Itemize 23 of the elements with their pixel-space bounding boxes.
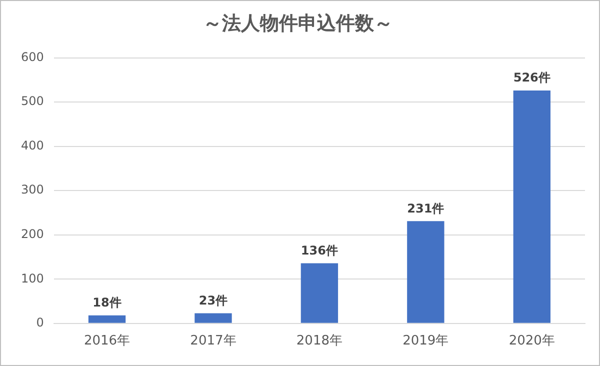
bar <box>194 313 232 323</box>
bar <box>513 90 550 323</box>
y-tick-label: 300 <box>21 182 44 197</box>
y-tick-label: 200 <box>21 226 44 241</box>
data-label: 18件 <box>92 296 122 310</box>
y-tick-label: 100 <box>21 271 44 286</box>
bar <box>300 263 338 323</box>
data-label: 526件 <box>513 70 550 85</box>
bar <box>88 315 126 323</box>
x-tick-label: 2019年 <box>402 334 449 349</box>
y-tick-label: 500 <box>21 94 44 108</box>
y-tick-label: 600 <box>21 50 44 64</box>
bar <box>407 221 444 323</box>
y-tick-label: 400 <box>21 138 44 152</box>
x-tick-label: 2018年 <box>296 334 342 349</box>
x-tick-label: 2017年 <box>190 334 236 349</box>
data-label: 231件 <box>407 201 444 216</box>
x-tick-label: 2016年 <box>84 334 130 349</box>
data-label: 23件 <box>198 293 228 308</box>
y-tick-label: 0 <box>36 316 44 330</box>
chart-title: ～法人物件申込件数～ <box>203 12 393 34</box>
x-tick-label: 2020年 <box>508 334 555 349</box>
data-label: 136件 <box>300 243 338 258</box>
